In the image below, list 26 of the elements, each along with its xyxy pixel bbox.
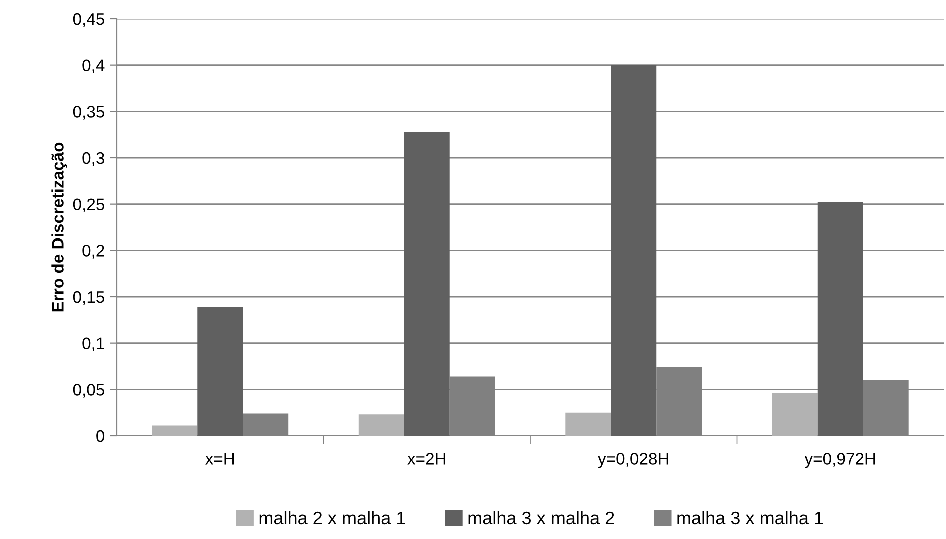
y-tick-label: 0,45 [73,13,104,28]
bar [404,132,450,436]
y-tick-label: 0,1 [82,338,104,352]
bar [611,65,657,436]
bar [198,307,244,436]
legend-label: malha 3 x malha 1 [678,511,824,525]
legend-label: malha 2 x malha 1 [260,511,406,525]
x-tick-label: y=0,028H [598,453,668,468]
x-tick-label: y=0,972H [804,453,876,468]
bar [818,202,864,436]
y-tick-label: 0,05 [73,384,104,398]
y-tick-label: 0,4 [82,60,105,74]
x-tick-label: x=2H [408,453,446,465]
bar [566,412,612,436]
y-axis-title: Erro de Discretização [52,142,68,312]
bar [152,426,198,436]
y-tick-label: 0,25 [73,198,104,213]
y-tick-label: 0,15 [73,291,104,306]
bar [358,414,404,436]
y-tick-label: 0,35 [73,106,104,120]
y-tick-label: 0 [96,430,105,442]
legend-label: malha 3 x malha 2 [468,511,614,525]
x-tick-label: x=H [206,453,234,465]
y-tick-label: 0,3 [82,152,104,166]
y-tick-label: 0,2 [82,245,104,259]
bar [772,393,818,436]
